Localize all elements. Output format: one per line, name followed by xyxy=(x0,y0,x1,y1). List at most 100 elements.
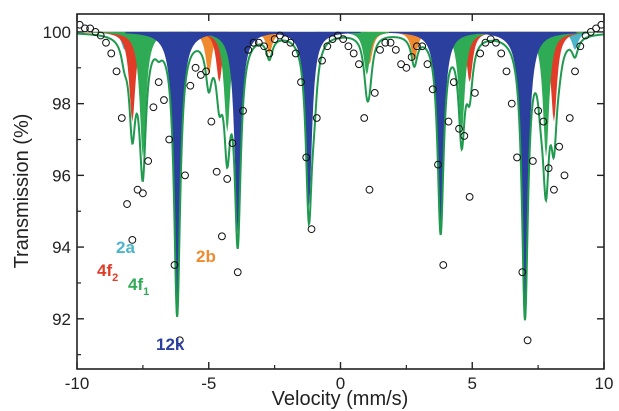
data-point xyxy=(476,49,485,58)
data-point xyxy=(218,232,226,241)
data-point xyxy=(460,132,469,140)
data-point xyxy=(233,268,242,277)
data-point xyxy=(112,67,121,76)
data-point xyxy=(492,38,500,47)
data-point xyxy=(196,71,205,79)
data-point xyxy=(149,103,158,112)
x-tick-label: 10 xyxy=(595,374,614,393)
component-line-4f2 xyxy=(502,31,604,122)
data-point xyxy=(586,28,595,36)
x-axis-title: Velocity (mm/s) xyxy=(272,388,409,410)
data-point xyxy=(318,56,326,65)
component-fills xyxy=(77,31,604,312)
component-line-4f1 xyxy=(91,31,195,158)
data-point xyxy=(597,20,604,29)
data-point xyxy=(291,49,300,58)
data-point xyxy=(455,124,463,133)
data-point xyxy=(128,236,137,244)
data-point xyxy=(423,60,432,69)
data-point xyxy=(249,38,258,47)
data-point xyxy=(513,153,521,162)
component-line-4f1 xyxy=(315,31,419,75)
data-point xyxy=(518,268,527,277)
component-line-4f2 xyxy=(417,31,522,83)
data-point xyxy=(407,53,416,61)
data-point xyxy=(91,28,100,36)
data-point xyxy=(534,106,543,115)
data-point xyxy=(117,114,126,122)
data-point xyxy=(286,38,295,47)
data-point xyxy=(244,45,253,54)
data-point xyxy=(339,35,348,43)
x-tick-label: -10 xyxy=(65,374,90,393)
data-point xyxy=(539,117,548,126)
site-label-4f1: 4f1 xyxy=(128,275,149,298)
data-point xyxy=(481,38,490,47)
data-point xyxy=(402,63,411,72)
component-line-4f2 xyxy=(80,31,184,122)
data-point xyxy=(265,49,274,58)
y-tick-label: 94 xyxy=(52,238,71,257)
data-point xyxy=(102,38,110,47)
data-point xyxy=(170,261,179,269)
x-tick-label: -5 xyxy=(201,374,216,393)
data-point xyxy=(381,38,390,47)
data-point xyxy=(254,38,263,47)
data-point xyxy=(312,114,321,122)
data-point xyxy=(444,117,453,126)
data-point xyxy=(260,42,268,51)
data-point xyxy=(133,185,142,194)
data-point xyxy=(544,164,553,173)
data-point xyxy=(550,185,558,194)
component-line-12k xyxy=(473,31,577,312)
data-point xyxy=(528,157,537,165)
data-point xyxy=(328,35,337,43)
data-point xyxy=(344,42,353,51)
y-tick-label: 92 xyxy=(52,310,71,329)
data-point xyxy=(360,114,369,122)
data-point xyxy=(376,45,384,54)
x-tick-label: 0 xyxy=(336,374,345,393)
data-point xyxy=(565,114,574,122)
y-tick-label: 100 xyxy=(43,23,71,42)
data-point xyxy=(397,60,406,69)
data-point xyxy=(571,67,579,76)
x-tick-label: 5 xyxy=(468,374,477,393)
component-line-12k xyxy=(388,31,493,230)
data-point xyxy=(175,336,184,345)
data-point xyxy=(186,81,195,90)
data-point xyxy=(333,31,342,40)
data-point xyxy=(507,99,516,108)
data-point xyxy=(418,42,427,51)
data-point xyxy=(581,31,590,40)
site-label-2a: 2a xyxy=(116,238,135,257)
data-point xyxy=(86,24,95,33)
data-point xyxy=(428,85,437,94)
data-point xyxy=(281,35,290,43)
site-label-12k: 12k xyxy=(156,335,185,354)
axis-ticks: -10 -5 0 5 10 92 94 96 98 100 xyxy=(43,14,614,393)
data-point xyxy=(81,24,89,33)
data-point xyxy=(275,31,284,40)
component-line-4f1 xyxy=(494,31,598,158)
data-point xyxy=(270,35,279,43)
data-point xyxy=(592,24,600,33)
data-point xyxy=(434,160,442,169)
y-tick-label: 96 xyxy=(52,166,71,185)
data-point xyxy=(576,42,585,51)
data-point xyxy=(470,88,479,97)
component-line-4f1 xyxy=(175,31,279,133)
data-points-layer xyxy=(77,20,604,345)
site-label-2b: 2b xyxy=(196,247,216,266)
data-point xyxy=(323,42,332,51)
data-point xyxy=(297,78,305,87)
data-point xyxy=(355,60,363,69)
y-tick-label: 98 xyxy=(52,95,71,114)
data-point xyxy=(413,42,421,51)
component-line-12k xyxy=(125,31,229,312)
data-point xyxy=(165,135,174,144)
data-point xyxy=(365,185,374,194)
data-point xyxy=(391,45,400,54)
data-point xyxy=(207,117,216,126)
